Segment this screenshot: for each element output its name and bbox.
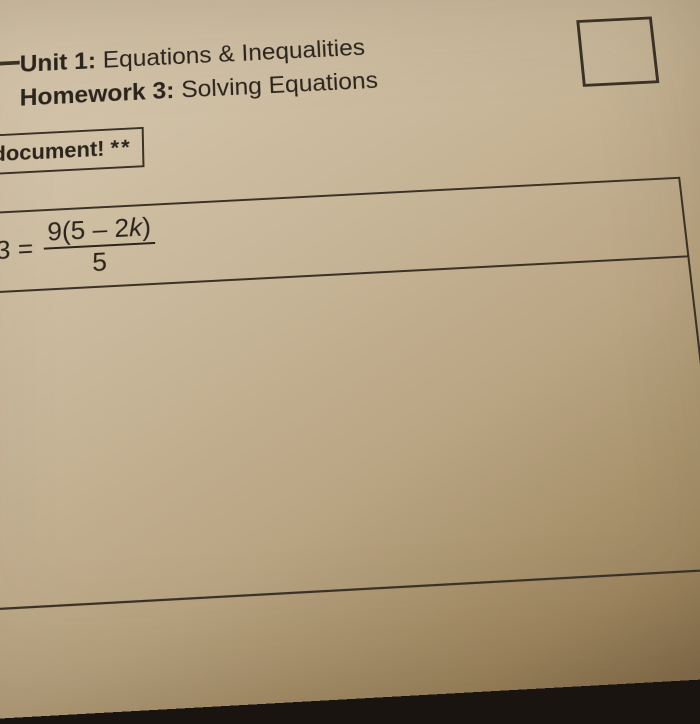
denominator: 5 — [92, 246, 107, 276]
fraction: 9(5 – 2k) 5 — [43, 213, 156, 279]
homework-title: Solving Equations — [181, 67, 379, 103]
banner-text: -page document! — [0, 136, 111, 169]
numerator-right: ) — [142, 211, 151, 241]
banner-stars: * * — [110, 135, 128, 160]
header-area: Unit 1: Equations & Inequalities Homewor… — [0, 16, 669, 119]
numerator-left: 9(5 – 2 — [47, 212, 129, 246]
numerator: 9(5 – 2k) — [43, 213, 155, 250]
equation-lhs: -3 = — [0, 234, 33, 267]
equation: -3 = 9(5 – 2k) 5 — [0, 213, 156, 282]
work-area: 2. -3 = 9(5 – 2k) 5 — [0, 176, 700, 614]
unit-label: Unit 1: — [20, 48, 96, 78]
numerator-variable: k — [129, 212, 143, 242]
problem-row: 2. -3 = 9(5 – 2k) 5 — [0, 178, 687, 297]
page-banner: -page document! * * — [0, 126, 144, 178]
worksheet-page: Unit 1: Equations & Inequalities Homewor… — [0, 0, 700, 724]
homework-label: Homework 3: — [20, 78, 175, 112]
score-box — [576, 16, 659, 86]
date-blank — [0, 63, 20, 68]
